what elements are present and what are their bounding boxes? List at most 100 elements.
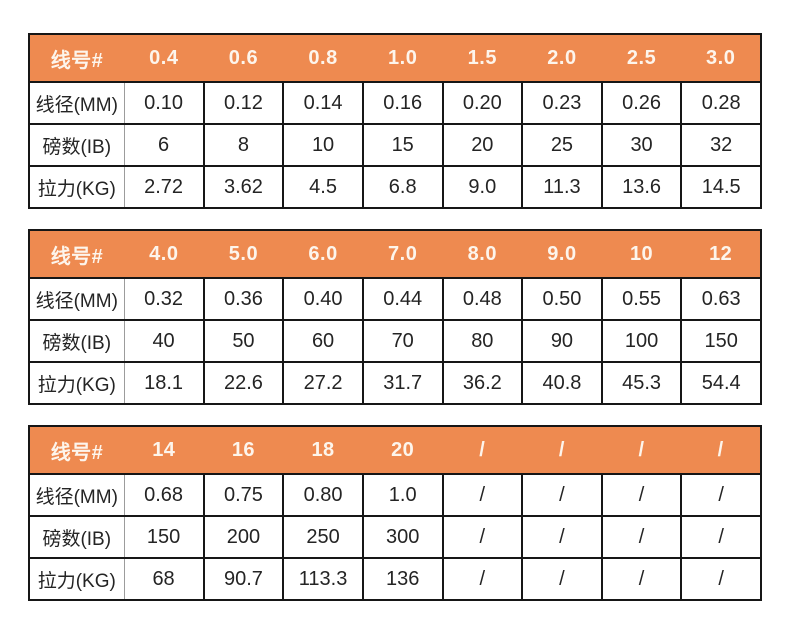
data-cell: 150 (680, 319, 761, 362)
data-cell: 0.28 (680, 81, 761, 124)
data-cell: 31.7 (361, 361, 443, 404)
data-cell: / (680, 515, 761, 558)
data-cell: 25 (521, 123, 602, 166)
data-cell: 0.48 (441, 277, 523, 320)
data-cell: / (600, 515, 682, 558)
data-cell: / (521, 515, 602, 558)
table-row: 磅数(IB) 6 8 10 15 20 25 30 32 (29, 123, 761, 166)
header-cell-1: 14 (124, 426, 204, 475)
header-label-line-number: 线号# (29, 426, 124, 475)
data-cell: 22.6 (202, 361, 284, 404)
header-row: 线号# 0.4 0.6 0.8 1.0 1.5 2.0 2.5 3.0 (29, 34, 761, 83)
data-cell: 0.14 (282, 81, 363, 124)
data-cell: 0.40 (282, 277, 363, 320)
spec-table-3: 线号# 14 16 18 20// / / 线径(MM) 0.68 0.75 0.80 1.0// / /… (28, 425, 762, 601)
table-row: 拉力(KG) 18.1 22.6 27.2 31.7 36.2 40.8 45.3 54.4 (29, 361, 761, 404)
data-cell: 50 (202, 319, 284, 362)
data-cell: 200 (202, 515, 284, 558)
data-cell: 150 (123, 515, 204, 558)
data-cell: 100 (600, 319, 682, 362)
header-cell-1: 0.4 (124, 34, 204, 83)
data-cell: / (680, 473, 761, 516)
spec-table-1: 线号# 0.4 0.6 0.8 1.0 1.5 2.0 2.5 3.0 线径(MM) 0.10 0.1… (28, 33, 762, 209)
data-cell: 32 (680, 123, 761, 166)
header-row: 线号# 14 16 18 20// / / (29, 426, 761, 475)
data-cell: 40.8 (521, 361, 602, 404)
data-cell: 0.80 (282, 473, 363, 516)
data-cell: 0.63 (680, 277, 761, 320)
data-cell: 90.7 (202, 557, 284, 600)
row-label: 磅数(IB) (29, 319, 124, 362)
table-row: 磅数(IB) 150 200 250 300// / / (29, 515, 761, 558)
header-cell-1: 4.0 (124, 230, 204, 279)
header-cell-4: 1.0 (362, 34, 443, 83)
row-label: 磅数(IB) (29, 515, 124, 558)
data-cell: 68 (123, 557, 204, 600)
header-cell-6: 2.0 (522, 34, 602, 83)
data-cell: 80 (441, 319, 523, 362)
data-cell: 6.8 (361, 165, 443, 208)
header-cell-2: 5.0 (203, 230, 284, 279)
header-label-line-number: 线号# (29, 34, 124, 83)
header-cell-3: 0.8 (283, 34, 363, 83)
table-row: 线径(MM) 0.32 0.36 0.40 0.44 0.48 0.50 0.55 0.63 (29, 277, 761, 320)
data-cell: 0.16 (361, 81, 443, 124)
data-cell: / (441, 557, 523, 600)
data-cell: 0.55 (600, 277, 682, 320)
data-cell: 30 (600, 123, 682, 166)
data-cell: 36.2 (441, 361, 523, 404)
header-cell-5: 1.5 (442, 34, 523, 83)
data-cell: 54.4 (680, 361, 761, 404)
data-cell: 13.6 (600, 165, 682, 208)
header-label-line-number: 线号# (29, 230, 124, 279)
row-label: 拉力(KG) (29, 165, 124, 208)
header-cell-5: 8.0 (442, 230, 523, 279)
table-row: 拉力(KG) 2.72 3.62 4.5 6.8 9.0 11.3 13.6 14.5 (29, 165, 761, 208)
data-cell: 15 (361, 123, 443, 166)
data-cell: / (521, 473, 602, 516)
header-cell-6: 9.0 (522, 230, 602, 279)
data-cell: 90 (521, 319, 602, 362)
data-cell: / (441, 473, 523, 516)
table-row: 拉力(KG) 68 90.7 113.3 136// / / (29, 557, 761, 600)
data-cell: 0.68 (123, 473, 204, 516)
data-cell: / (600, 473, 682, 516)
data-cell: 20 (441, 123, 523, 166)
data-cell: 45.3 (600, 361, 682, 404)
data-cell: 2.72 (123, 165, 204, 208)
data-cell: 113.3 (282, 557, 363, 600)
data-cell: 14.5 (680, 165, 761, 208)
header-cell-7: / (601, 426, 682, 475)
table-row: 线径(MM) 0.68 0.75 0.80 1.0// / / (29, 473, 761, 516)
data-cell: / (680, 557, 761, 600)
row-label: 线径(MM) (29, 277, 124, 320)
header-row: 线号# 4.0 5.0 6.0 7.0 8.0 9.0 10 12 (29, 230, 761, 279)
header-cell-5: / (442, 426, 523, 475)
data-cell: 9.0 (441, 165, 523, 208)
header-cell-3: 18 (283, 426, 363, 475)
data-cell: 0.32 (123, 277, 204, 320)
data-cell: 0.20 (441, 81, 523, 124)
header-cell-7: 2.5 (601, 34, 682, 83)
data-cell: 0.44 (361, 277, 443, 320)
row-label: 拉力(KG) (29, 557, 124, 600)
data-cell: 8 (202, 123, 284, 166)
header-cell-3: 6.0 (283, 230, 363, 279)
header-cell-6: / (522, 426, 602, 475)
header-cell-4: 7.0 (362, 230, 443, 279)
data-cell: 60 (282, 319, 363, 362)
row-label: 拉力(KG) (29, 361, 124, 404)
data-cell: 300 (361, 515, 443, 558)
data-cell: 40 (123, 319, 204, 362)
data-cell: 18.1 (123, 361, 204, 404)
row-label: 线径(MM) (29, 473, 124, 516)
header-cell-8: 3.0 (681, 34, 761, 83)
header-cell-4: 20 (362, 426, 443, 475)
data-cell: 136 (361, 557, 443, 600)
data-cell: 27.2 (282, 361, 363, 404)
data-cell: 0.75 (202, 473, 284, 516)
data-cell: 70 (361, 319, 443, 362)
data-cell: 0.50 (521, 277, 602, 320)
data-cell: 0.36 (202, 277, 284, 320)
data-cell: 11.3 (521, 165, 602, 208)
